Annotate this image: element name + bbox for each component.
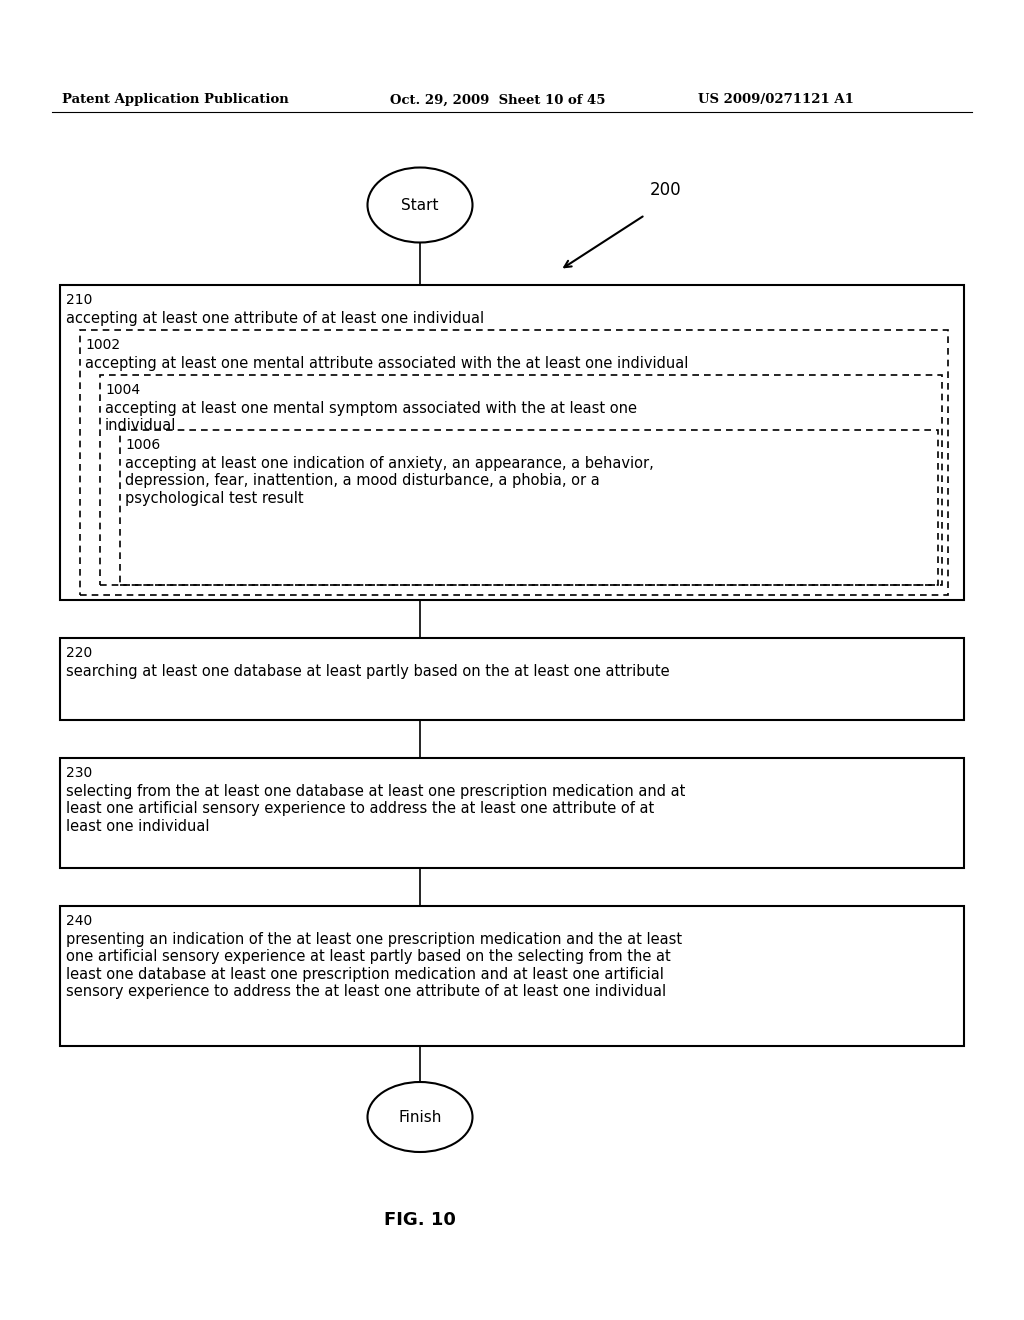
Text: accepting at least one indication of anxiety, an appearance, a behavior,
depress: accepting at least one indication of anx…	[125, 455, 653, 506]
Text: selecting from the at least one database at least one prescription medication an: selecting from the at least one database…	[66, 784, 685, 834]
Text: accepting at least one mental symptom associated with the at least one
individua: accepting at least one mental symptom as…	[105, 401, 637, 433]
Text: Start: Start	[401, 198, 438, 213]
Bar	[60, 285, 964, 601]
Text: searching at least one database at least partly based on the at least one attrib: searching at least one database at least…	[66, 664, 670, 678]
Bar	[60, 758, 964, 869]
Text: Oct. 29, 2009  Sheet 10 of 45: Oct. 29, 2009 Sheet 10 of 45	[390, 94, 605, 107]
Text: 1002: 1002	[85, 338, 120, 352]
Bar	[60, 906, 964, 1045]
Text: accepting at least one mental attribute associated with the at least one individ: accepting at least one mental attribute …	[85, 356, 688, 371]
Text: 200: 200	[650, 181, 682, 199]
Ellipse shape	[368, 1082, 472, 1152]
Text: accepting at least one attribute of at least one individual: accepting at least one attribute of at l…	[66, 312, 484, 326]
Text: 1006: 1006	[125, 438, 160, 451]
Bar	[80, 330, 948, 595]
Text: 210: 210	[66, 293, 92, 308]
Text: 230: 230	[66, 766, 92, 780]
Text: Finish: Finish	[398, 1110, 441, 1125]
Bar	[120, 430, 938, 585]
Text: presenting an indication of the at least one prescription medication and the at : presenting an indication of the at least…	[66, 932, 682, 999]
Bar	[60, 638, 964, 719]
Text: FIG. 10: FIG. 10	[384, 1210, 456, 1229]
Ellipse shape	[368, 168, 472, 243]
Text: US 2009/0271121 A1: US 2009/0271121 A1	[698, 94, 854, 107]
Text: 240: 240	[66, 913, 92, 928]
Text: 220: 220	[66, 645, 92, 660]
Bar	[100, 375, 942, 585]
Text: Patent Application Publication: Patent Application Publication	[62, 94, 289, 107]
Text: 1004: 1004	[105, 383, 140, 397]
